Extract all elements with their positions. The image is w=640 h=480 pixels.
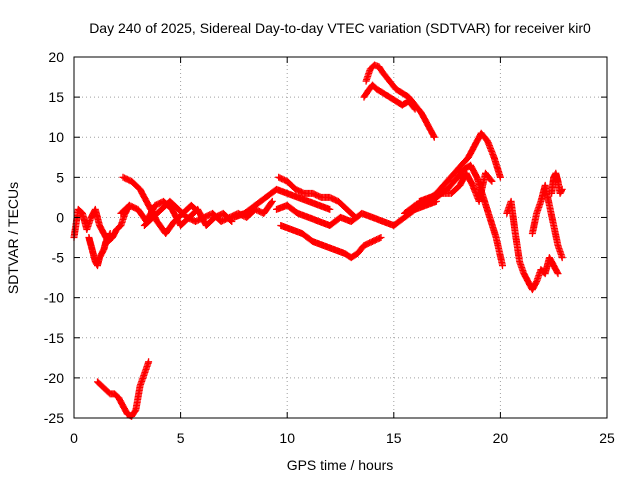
y-tick-label: 5 [56, 169, 64, 185]
x-tick-label: 0 [70, 430, 78, 446]
series-markers [275, 173, 359, 221]
series-markers [140, 197, 276, 229]
series-arc-noon-high-2 [360, 81, 419, 113]
x-axis-label: GPS time / hours [287, 457, 394, 473]
series-arc-morning-3 [140, 197, 276, 229]
y-tick-label: 0 [56, 209, 64, 225]
series-arc-early-dip [85, 230, 114, 270]
y-tick-label: -20 [44, 370, 64, 386]
series-markers [360, 81, 419, 113]
series-arc-evening-3 [548, 169, 566, 197]
series-markers [548, 169, 566, 197]
series-markers [415, 169, 496, 205]
series-arc-midday-4 [277, 222, 385, 262]
y-axis-label: SDTVAR / TECUs [5, 182, 21, 294]
tick-layer: 0 5 10 15 20 25 -25 -20 -15 -10 -5 0 5 10 15 20 [44, 49, 615, 446]
y-tick-label: -15 [44, 330, 64, 346]
series-arc-midday-1 [230, 185, 334, 221]
series-arc-morning-2 [119, 173, 204, 237]
y-tick-label: -5 [52, 250, 65, 266]
chart-title: Day 240 of 2025, Sidereal Day-to-day VTE… [89, 20, 591, 36]
series-arc-evening-1 [503, 197, 562, 294]
series-markers [119, 173, 204, 237]
x-tick-label: 15 [386, 430, 402, 446]
series-arc-early-low [94, 358, 153, 420]
x-tick-label: 25 [599, 430, 615, 446]
data-layer [70, 61, 566, 420]
x-tick-label: 20 [493, 430, 509, 446]
series-arc-midday-3 [275, 173, 359, 221]
series-arc-afternoon-3 [415, 169, 496, 205]
grid [74, 57, 607, 418]
series-markers [277, 222, 385, 262]
x-tick-label: 5 [177, 430, 185, 446]
series-markers [117, 197, 236, 229]
x-tick-label: 10 [279, 430, 295, 446]
series-markers [94, 358, 153, 420]
series-markers [85, 230, 114, 270]
plot-frame [73, 56, 608, 419]
series-arc-evening-2 [528, 181, 566, 262]
series-markers [528, 181, 566, 262]
y-tick-label: 20 [48, 49, 64, 65]
y-tick-label: 10 [48, 129, 64, 145]
series-markers [503, 197, 562, 294]
y-tick-label: -25 [44, 410, 64, 426]
y-tick-label: 15 [48, 89, 64, 105]
series-markers [230, 185, 334, 221]
series-arc-morning-1 [117, 197, 236, 229]
y-tick-label: -10 [44, 290, 64, 306]
